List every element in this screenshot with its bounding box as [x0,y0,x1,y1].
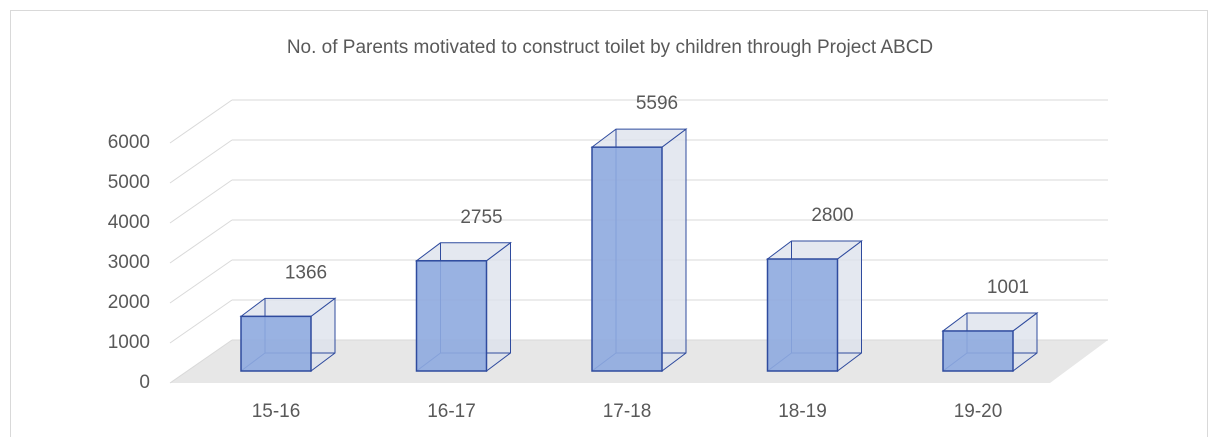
bar [415,260,488,372]
x-tick-label: 19-20 [954,401,1003,422]
x-tick-label: 15-16 [252,401,301,422]
y-tick-label: 1000 [108,332,150,353]
grid-line [169,139,233,184]
data-label: 1366 [285,262,327,283]
bar-side [837,240,862,372]
bar [591,146,663,372]
data-label: 2755 [460,207,502,228]
bar [766,258,839,372]
grid-line [169,99,233,144]
x-tick-label: 16-17 [427,401,476,422]
x-tick-label: 17-18 [603,401,652,422]
y-tick-label: 6000 [108,132,150,153]
data-label: 2800 [811,205,853,226]
y-tick-label: 3000 [108,252,150,273]
bar-side [486,241,511,372]
grid-line [169,339,233,384]
y-tick-label: 0 [139,372,150,393]
y-tick-label: 2000 [108,292,150,313]
y-tick-label: 5000 [108,172,150,193]
data-label: 1001 [987,277,1029,298]
bar [942,330,1014,372]
grid-line [169,299,233,344]
grid-line [169,259,233,304]
bar-side [661,128,687,372]
data-label: 5596 [636,93,678,114]
x-tick-label: 18-19 [778,401,827,422]
bar [240,315,312,372]
grid-line [169,179,233,224]
grid-line [169,219,233,264]
chart-title: No. of Parents motivated to construct to… [287,37,933,58]
y-tick-label: 4000 [108,212,150,233]
